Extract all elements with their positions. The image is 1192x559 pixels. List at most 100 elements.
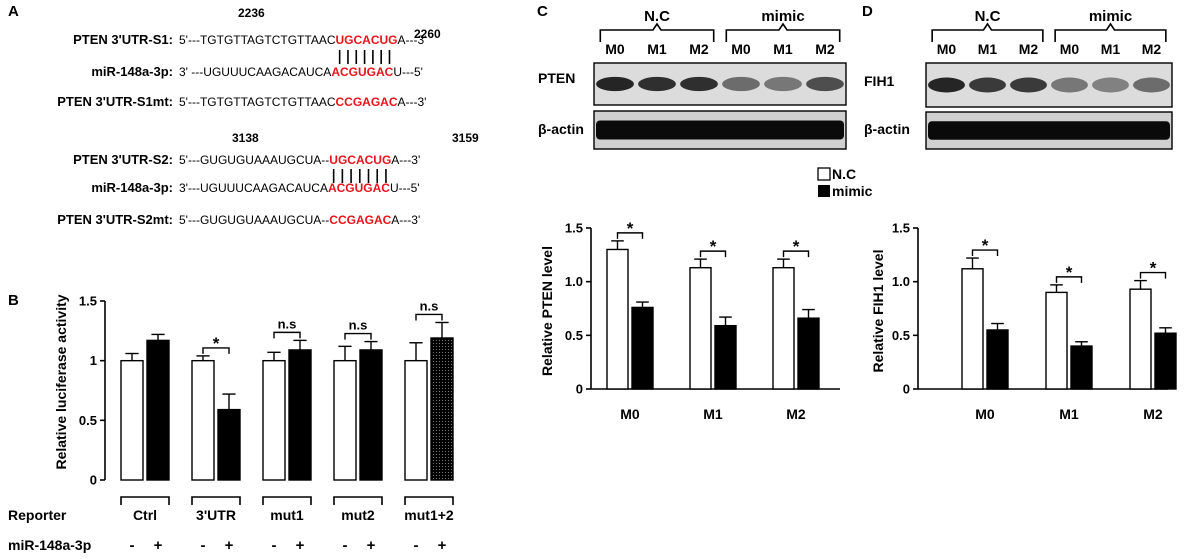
- seed-mirna-2: ACGUGAC: [328, 181, 390, 195]
- y-tick-label: 0: [90, 473, 97, 488]
- panel-letter-d: D: [862, 3, 873, 20]
- category-label: M0: [975, 406, 995, 422]
- significance-bracket: [202, 347, 230, 354]
- group-bracket: [931, 22, 1044, 42]
- blot-band-target: [764, 76, 802, 92]
- y-tick-label: 1.0: [892, 274, 910, 289]
- reporter-category-label: mut2: [341, 507, 375, 523]
- sequence-alignment-panel: 2236 2260 PTEN 3'UTR-S1: 5'---TGTGTTAGTC…: [57, 6, 479, 227]
- sign-plus: +: [154, 537, 163, 554]
- bar: [333, 359, 357, 481]
- bar: [1129, 288, 1152, 390]
- blot-band-target: [638, 76, 676, 92]
- reporter-group-bracket: [404, 496, 454, 505]
- panel-letter-b: B: [8, 292, 19, 309]
- significance-label: *: [982, 236, 989, 255]
- blot-band-target: [969, 77, 1006, 93]
- category-label: M1: [1059, 406, 1079, 422]
- bar: [146, 339, 170, 481]
- seed-mirna-1: ACGUGAC: [331, 65, 393, 79]
- seed-s1: UGCACUG: [336, 33, 398, 47]
- significance-bracket: [699, 250, 727, 258]
- bar: [262, 359, 286, 481]
- group-bracket: [725, 22, 841, 42]
- chart-c-ylabel: Relative PTEN level: [539, 246, 555, 376]
- y-tick-label: 0: [903, 382, 910, 397]
- sequence-s2: 5'---GUGUGUAAAUGCUA--UGCACUGA---3': [179, 153, 420, 167]
- lane-label: M2: [815, 41, 835, 57]
- seed-s1mt: CCGAGAC: [336, 95, 398, 109]
- significance-bracket: [1139, 271, 1167, 279]
- reporter-row-label: Reporter: [8, 507, 67, 523]
- y-tick-label: 1.5: [79, 294, 97, 309]
- significance-bracket: [415, 313, 443, 321]
- fih1-level-chart: Relative FIH1 level 0 0.5 1.0 1.5 * M0 * M1 * M2: [870, 221, 1177, 422]
- significance-label: n.s: [349, 318, 368, 333]
- bar: [631, 306, 654, 390]
- s1-start-position: 2236: [238, 6, 265, 20]
- bar: [772, 267, 795, 390]
- reporter-category-label: Ctrl: [133, 507, 157, 523]
- blot-band-actin: [596, 120, 844, 140]
- lane-label: M1: [1101, 41, 1121, 57]
- sign-minus: -: [343, 537, 348, 554]
- group-label: N.C: [975, 8, 1001, 25]
- lane-label: M2: [1142, 41, 1162, 57]
- reporter-group-bracket: [262, 496, 312, 505]
- blot-frame-target: [925, 62, 1173, 108]
- seed-s2: UGCACUG: [329, 153, 391, 167]
- significance-bracket: [344, 332, 372, 340]
- group-label: N.C: [644, 8, 670, 25]
- row-label-s1: PTEN 3'UTR-S1:: [73, 32, 173, 47]
- fih1-western-blot: N.C mimic M0 M1 M2 M0 M1 M2: [925, 8, 1173, 150]
- significance-bracket: [616, 232, 644, 239]
- blot-band-actin: [928, 121, 1170, 140]
- s2-start-position: 3138: [232, 131, 259, 145]
- sign-plus: +: [225, 537, 234, 554]
- seed-s2mt: CCGAGAC: [329, 213, 391, 227]
- bar: [191, 359, 215, 481]
- sequence-mirna-1: 3' ---UGUUUCAAGACAUCAACGUGACU---5': [179, 65, 423, 79]
- luciferase-chart: Relative luciferase activity Reporter mi…: [8, 294, 454, 555]
- row-label-s2mt: PTEN 3'UTR-S2mt:: [57, 212, 173, 227]
- lane-label: M0: [605, 41, 625, 57]
- base-pair-lines-s1: [338, 50, 391, 64]
- legend-label-nc: N.C: [832, 166, 856, 182]
- y-tick-label: 1.5: [892, 221, 910, 236]
- row-label-mirna-2: miR-148a-3p:: [91, 180, 173, 195]
- lane-label: M1: [773, 41, 793, 57]
- pten-western-blot: N.C mimic M0 M1 M2 M0 M1 M2: [593, 8, 847, 150]
- chart-d-ylabel: Relative FIH1 level: [870, 250, 886, 373]
- group-bracket: [599, 22, 715, 42]
- row-label-s2: PTEN 3'UTR-S2:: [73, 152, 173, 167]
- legend-swatch-nc: [817, 167, 831, 181]
- blot-band-target: [1010, 77, 1047, 93]
- blot-band-target: [1092, 77, 1129, 93]
- y-tick-label: 1.5: [565, 221, 583, 236]
- y-tick-label: 1.0: [565, 274, 583, 289]
- pten-level-chart: Relative PTEN level 0 0.5 1.0 1.5 * M0 * M1 * M2: [539, 219, 840, 422]
- blot-frame-target: [593, 62, 847, 106]
- row-label-s1mt: PTEN 3'UTR-S1mt:: [57, 94, 173, 109]
- s1-end-position: 2260: [414, 27, 441, 41]
- pten-row-label: PTEN: [538, 70, 575, 86]
- base-pair-lines-s2: [332, 169, 387, 183]
- significance-label: *: [1150, 259, 1157, 278]
- significance-bracket: [273, 331, 301, 339]
- blot-band-target: [806, 76, 844, 92]
- blot-band-target: [928, 77, 965, 93]
- legend-label-mimic: mimic: [832, 183, 873, 199]
- category-label: M2: [1143, 406, 1163, 422]
- significance-label: n.s: [420, 298, 439, 313]
- sign-minus: -: [201, 537, 206, 554]
- sequence-s1: 5'---TGTGTTAGTCTGTTAACUGCACUGA---3': [179, 33, 426, 47]
- bar: [120, 359, 144, 481]
- chart-b-ylabel: Relative luciferase activity: [53, 294, 69, 469]
- significance-bracket: [782, 250, 810, 258]
- significance-label: *: [793, 237, 800, 256]
- blot-band-target: [680, 76, 718, 92]
- reporter-group-bracket: [120, 496, 170, 505]
- s2-end-position: 3159: [452, 131, 479, 145]
- category-label: M2: [786, 406, 806, 422]
- significance-label: *: [213, 334, 220, 353]
